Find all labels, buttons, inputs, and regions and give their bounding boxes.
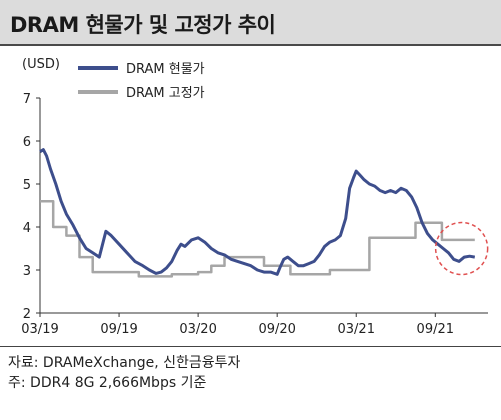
- x-tick-labels: 03/19 09/19 03/20 09/20 03/21 09/21: [21, 313, 454, 337]
- y-tick-label: 7: [23, 92, 31, 107]
- line-chart: (USD) 2 3 4 5 6 7 03/19 09/19 03/20 09/20 03/21 09…: [21, 57, 489, 337]
- x-tick-label: 09/20: [258, 322, 295, 337]
- y-tick-label: 6: [23, 135, 31, 150]
- legend-label-spot: DRAM 현물가: [126, 62, 205, 77]
- basis-note: 주: DDR4 8G 2,666Mbps 기준: [8, 375, 207, 391]
- footer-divider: [0, 346, 501, 347]
- page-title: DRAM 현물가 및 고정가 추이: [10, 13, 276, 37]
- x-tick-label: 03/20: [179, 322, 216, 337]
- legend-label-contract: DRAM 고정가: [126, 86, 205, 101]
- y-axis-unit-label: (USD): [22, 57, 60, 72]
- footnotes: 자료: DRAMeXchange, 신한금융투자 주: DDR4 8G 2,66…: [8, 353, 240, 393]
- source-note: 자료: DRAMeXchange, 신한금융투자: [8, 355, 241, 371]
- x-tick-label: 09/21: [417, 322, 454, 337]
- annotations: [434, 221, 489, 276]
- y-tick-label: 2: [23, 307, 31, 322]
- y-tick-label: 3: [23, 264, 31, 279]
- y-tick-label: 4: [23, 221, 31, 236]
- spot-price-line: [39, 148, 476, 276]
- y-tick-labels: 2 3 4 5 6 7: [23, 92, 40, 322]
- legend: DRAM 현물가 DRAM 고정가: [78, 62, 205, 101]
- highlight-circle: [434, 221, 489, 276]
- series-lines: [39, 148, 476, 278]
- x-tick-label: 03/21: [338, 322, 375, 337]
- x-tick-label: 03/19: [21, 322, 58, 337]
- x-tick-label: 09/19: [100, 322, 137, 337]
- title-bar: DRAM 현물가 및 고정가 추이: [0, 0, 501, 46]
- y-tick-label: 5: [23, 178, 31, 193]
